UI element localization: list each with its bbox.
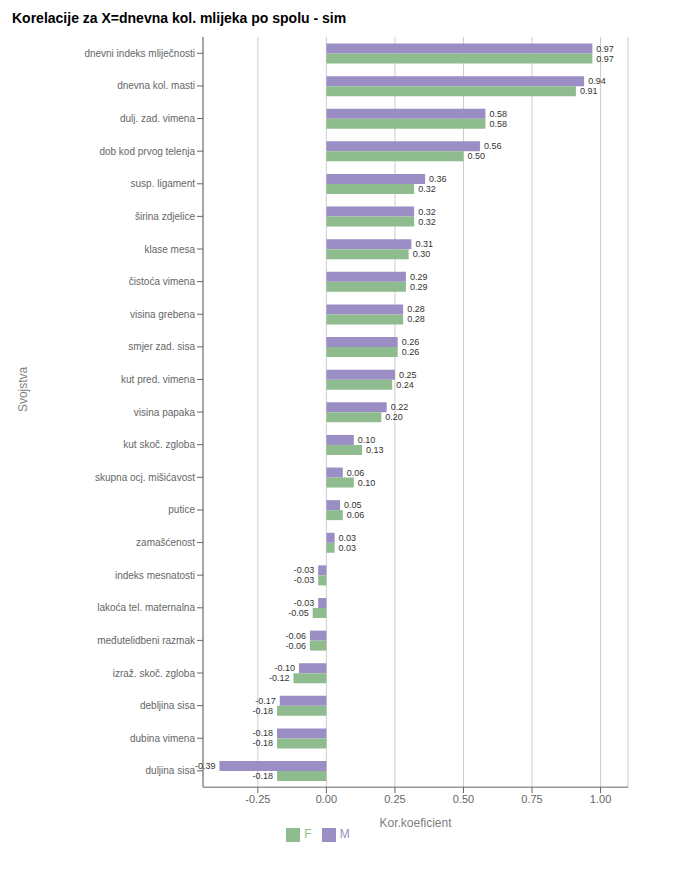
svg-text:0.32: 0.32 <box>418 217 436 227</box>
html-text:Korelacije za X=dnevna kol. ml: Korelacije za X=dnevna kol. mlijeka po s… <box>12 10 347 26</box>
svg-text:0.75: 0.75 <box>521 793 542 805</box>
svg-text:kut skoč. zgloba: kut skoč. zgloba <box>123 439 195 450</box>
svg-text:smjer zad. sisa: smjer zad. sisa <box>128 341 195 352</box>
svg-text:0.24: 0.24 <box>396 380 414 390</box>
svg-text:lakoća tel. maternalna: lakoća tel. maternalna <box>97 602 195 613</box>
svg-text:0.06: 0.06 <box>347 468 365 478</box>
svg-text:-0.10: -0.10 <box>274 663 295 673</box>
svg-text:debljina sisa: debljina sisa <box>140 700 195 711</box>
svg-text:0.13: 0.13 <box>366 445 384 455</box>
svg-text:visina papaka: visina papaka <box>134 407 196 418</box>
svg-text:duljina sisa: duljina sisa <box>146 765 196 776</box>
svg-text:indeks mesnatosti: indeks mesnatosti <box>115 570 195 581</box>
svg-text:-0.06: -0.06 <box>285 631 306 641</box>
svg-text:0.03: 0.03 <box>339 543 357 553</box>
svg-text:0.05: 0.05 <box>344 500 362 510</box>
svg-text:0.26: 0.26 <box>402 347 420 357</box>
svg-text:Kor.koeficient: Kor.koeficient <box>379 816 452 830</box>
svg-text:0.58: 0.58 <box>489 119 507 129</box>
svg-text:0.50: 0.50 <box>453 793 474 805</box>
svg-text:izraž. skoč. zgloba: izraž. skoč. zgloba <box>113 668 196 679</box>
svg-text:zamašćenost: zamašćenost <box>136 537 195 548</box>
svg-text:visina grebena: visina grebena <box>130 309 195 320</box>
svg-text:0.25: 0.25 <box>399 370 417 380</box>
svg-text:čistoća vimena: čistoća vimena <box>129 276 196 287</box>
svg-text:susp. ligament: susp. ligament <box>131 178 196 189</box>
svg-text:0.29: 0.29 <box>410 272 428 282</box>
svg-text:-0.18: -0.18 <box>253 738 274 748</box>
html-text:M: M <box>339 827 350 842</box>
svg-text:0.50: 0.50 <box>467 151 485 161</box>
svg-text:Svojstva: Svojstva <box>16 366 30 412</box>
svg-text:0.06: 0.06 <box>347 510 365 520</box>
svg-text:0.91: 0.91 <box>580 86 598 96</box>
svg-text:klase mesa: klase mesa <box>144 244 195 255</box>
svg-text:0.26: 0.26 <box>402 337 420 347</box>
svg-text:0.00: 0.00 <box>316 793 337 805</box>
svg-text:0.97: 0.97 <box>596 54 614 64</box>
html-text:F: F <box>304 827 312 842</box>
svg-text:0.28: 0.28 <box>407 304 425 314</box>
svg-text:kut pred. vimena: kut pred. vimena <box>121 374 195 385</box>
svg-text:-0.39: -0.39 <box>195 761 216 771</box>
svg-text:0.31: 0.31 <box>415 239 433 249</box>
svg-text:0.30: 0.30 <box>413 249 431 259</box>
svg-text:0.10: 0.10 <box>358 435 376 445</box>
svg-text:0.25: 0.25 <box>384 793 405 805</box>
svg-text:0.97: 0.97 <box>596 44 614 54</box>
svg-text:0.94: 0.94 <box>588 76 606 86</box>
svg-text:dnevni indeks mliječnosti: dnevni indeks mliječnosti <box>84 48 195 59</box>
svg-text:0.22: 0.22 <box>391 402 409 412</box>
svg-text:dulj. zad. vimena: dulj. zad. vimena <box>120 113 195 124</box>
svg-text:0.29: 0.29 <box>410 282 428 292</box>
svg-text:-0.18: -0.18 <box>253 728 274 738</box>
svg-text:-0.18: -0.18 <box>253 771 274 781</box>
svg-text:0.03: 0.03 <box>339 533 357 543</box>
svg-text:0.32: 0.32 <box>418 207 436 217</box>
svg-text:0.20: 0.20 <box>385 412 403 422</box>
svg-text:-0.18: -0.18 <box>253 706 274 716</box>
svg-text:putice: putice <box>168 504 195 515</box>
svg-text:1.00: 1.00 <box>590 793 611 805</box>
svg-text:0.58: 0.58 <box>489 109 507 119</box>
svg-text:-0.17: -0.17 <box>255 696 276 706</box>
svg-text:međutelidbeni razmak: međutelidbeni razmak <box>97 635 196 646</box>
svg-text:-0.05: -0.05 <box>288 608 309 618</box>
svg-text:dnevna kol. masti: dnevna kol. masti <box>117 80 195 91</box>
svg-text:0.10: 0.10 <box>358 478 376 488</box>
svg-text:-0.03: -0.03 <box>294 565 315 575</box>
svg-text:-0.03: -0.03 <box>294 575 315 585</box>
svg-text:-0.25: -0.25 <box>245 793 270 805</box>
svg-text:dob kod prvog telenja: dob kod prvog telenja <box>99 146 195 157</box>
svg-text:širina zdjelice: širina zdjelice <box>135 211 195 222</box>
svg-text:-0.03: -0.03 <box>294 598 315 608</box>
svg-text:0.32: 0.32 <box>418 184 436 194</box>
svg-text:-0.06: -0.06 <box>285 641 306 651</box>
svg-text:0.56: 0.56 <box>484 141 502 151</box>
svg-text:skupna ocj. mišićavost: skupna ocj. mišićavost <box>95 472 195 483</box>
svg-text:dubina vimena: dubina vimena <box>130 733 195 744</box>
svg-text:-0.12: -0.12 <box>269 673 290 683</box>
svg-text:0.36: 0.36 <box>429 174 447 184</box>
svg-text:0.28: 0.28 <box>407 314 425 324</box>
